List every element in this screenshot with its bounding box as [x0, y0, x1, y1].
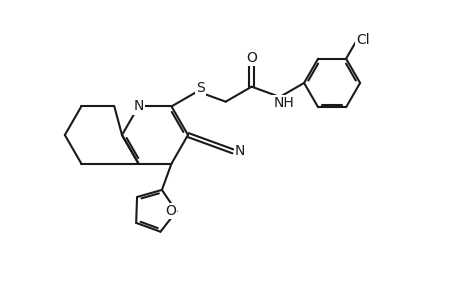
Text: O: O: [246, 51, 257, 65]
Text: NH: NH: [273, 96, 294, 110]
Text: N: N: [133, 99, 143, 113]
Text: S: S: [196, 81, 204, 95]
Text: O: O: [165, 204, 175, 218]
Text: N: N: [235, 144, 245, 158]
Text: Cl: Cl: [356, 33, 369, 46]
